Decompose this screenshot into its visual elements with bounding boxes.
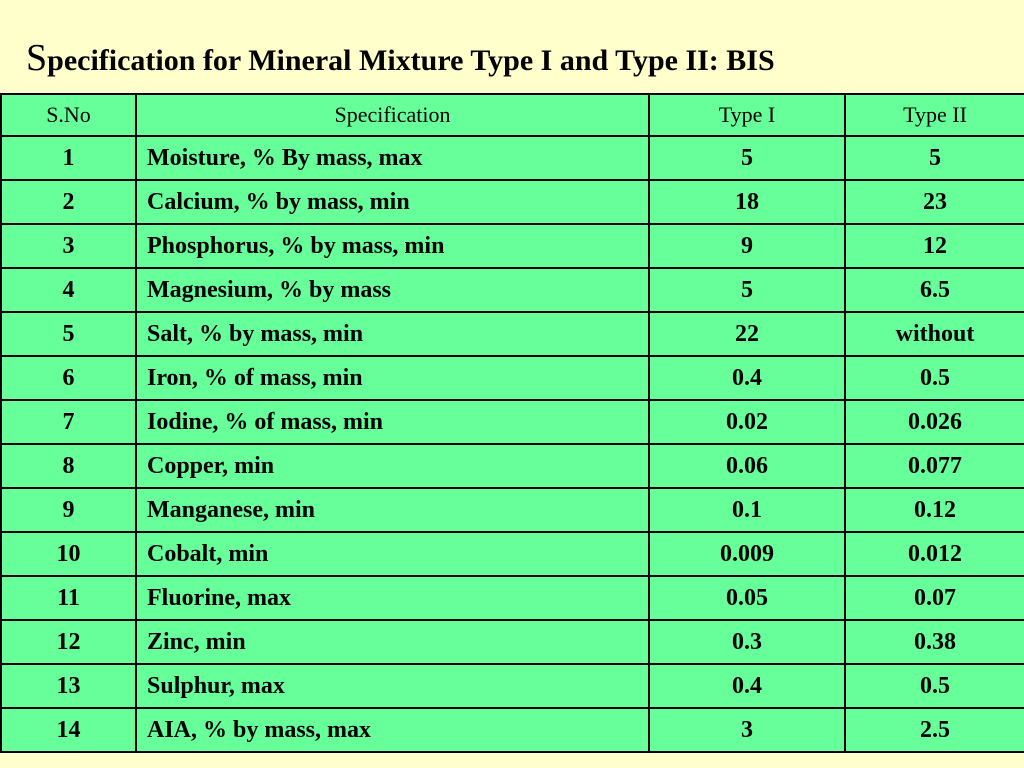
table-body: 1 Moisture, % By mass, max 5 5 2 Calcium, % b… [0, 135, 1024, 753]
cell-sno: 12 [0, 619, 137, 665]
cell-type-2: 0.07 [844, 575, 1024, 621]
table-row: 13 Sulphur, max 0.4 0.5 [0, 663, 1024, 709]
cell-specification: Sulphur, max [135, 663, 650, 709]
cell-sno: 13 [0, 663, 137, 709]
cell-type-2: 0.026 [844, 399, 1024, 445]
cell-specification: Copper, min [135, 443, 650, 489]
header-type-1: Type I [648, 93, 846, 137]
cell-type-2: without [844, 311, 1024, 357]
header-type-2: Type II [844, 93, 1024, 137]
cell-type-2: 0.38 [844, 619, 1024, 665]
table-row: 10 Cobalt, min 0.009 0.012 [0, 531, 1024, 577]
cell-sno: 4 [0, 267, 137, 313]
table-row: 5 Salt, % by mass, min 22 without [0, 311, 1024, 357]
table-row: 1 Moisture, % By mass, max 5 5 [0, 135, 1024, 181]
table-row: 3 Phosphorus, % by mass, min 9 12 [0, 223, 1024, 269]
cell-specification: Fluorine, max [135, 575, 650, 621]
header-specification: Specification [135, 93, 650, 137]
table-row: 4 Magnesium, % by mass 5 6.5 [0, 267, 1024, 313]
cell-type-2: 0.5 [844, 663, 1024, 709]
cell-type-1: 0.06 [648, 443, 846, 489]
cell-type-1: 0.4 [648, 355, 846, 401]
cell-specification: Cobalt, min [135, 531, 650, 577]
table-row: 8 Copper, min 0.06 0.077 [0, 443, 1024, 489]
cell-type-1: 9 [648, 223, 846, 269]
cell-specification: Magnesium, % by mass [135, 267, 650, 313]
cell-sno: 5 [0, 311, 137, 357]
cell-type-2: 6.5 [844, 267, 1024, 313]
cell-sno: 3 [0, 223, 137, 269]
table-row: 2 Calcium, % by mass, min 18 23 [0, 179, 1024, 225]
cell-specification: AIA, % by mass, max [135, 707, 650, 753]
page-title-text: pecification for Mineral Mixture Type I … [47, 44, 775, 77]
cell-type-2: 0.12 [844, 487, 1024, 533]
cell-specification: Phosphorus, % by mass, min [135, 223, 650, 269]
cell-sno: 6 [0, 355, 137, 401]
table-row: 11 Fluorine, max 0.05 0.07 [0, 575, 1024, 621]
cell-sno: 1 [0, 135, 137, 181]
cell-sno: 9 [0, 487, 137, 533]
cell-specification: Zinc, min [135, 619, 650, 665]
cell-type-1: 5 [648, 135, 846, 181]
cell-specification: Salt, % by mass, min [135, 311, 650, 357]
cell-specification: Iron, % of mass, min [135, 355, 650, 401]
cell-type-2: 23 [844, 179, 1024, 225]
cell-type-1: 3 [648, 707, 846, 753]
cell-type-1: 0.02 [648, 399, 846, 445]
page-title-first-letter: S [26, 37, 48, 79]
cell-type-2: 0.5 [844, 355, 1024, 401]
cell-specification: Calcium, % by mass, min [135, 179, 650, 225]
cell-sno: 10 [0, 531, 137, 577]
table-row: 9 Manganese, min 0.1 0.12 [0, 487, 1024, 533]
header-sno: S.No [0, 93, 137, 137]
cell-specification: Manganese, min [135, 487, 650, 533]
cell-type-1: 0.3 [648, 619, 846, 665]
table-row: 7 Iodine, % of mass, min 0.02 0.026 [0, 399, 1024, 445]
cell-type-2: 2.5 [844, 707, 1024, 753]
cell-sno: 14 [0, 707, 137, 753]
cell-sno: 7 [0, 399, 137, 445]
cell-type-2: 0.012 [844, 531, 1024, 577]
cell-type-2: 0.077 [844, 443, 1024, 489]
table-row: 12 Zinc, min 0.3 0.38 [0, 619, 1024, 665]
cell-type-1: 0.009 [648, 531, 846, 577]
cell-type-1: 0.4 [648, 663, 846, 709]
cell-sno: 11 [0, 575, 137, 621]
cell-type-1: 0.1 [648, 487, 846, 533]
cell-type-1: 5 [648, 267, 846, 313]
cell-type-1: 22 [648, 311, 846, 357]
cell-type-1: 18 [648, 179, 846, 225]
specification-table: S.No Specification Type I Type II 1 Moist… [0, 93, 1024, 753]
page-title: Specification for Mineral Mixture Type I… [26, 36, 775, 80]
cell-specification: Iodine, % of mass, min [135, 399, 650, 445]
table-header-row: S.No Specification Type I Type II [0, 93, 1024, 137]
cell-sno: 2 [0, 179, 137, 225]
cell-type-2: 5 [844, 135, 1024, 181]
cell-type-2: 12 [844, 223, 1024, 269]
table-row: 6 Iron, % of mass, min 0.4 0.5 [0, 355, 1024, 401]
specification-table-container: S.No Specification Type I Type II 1 Moist… [0, 93, 1024, 761]
cell-sno: 8 [0, 443, 137, 489]
table-row: 14 AIA, % by mass, max 3 2.5 [0, 707, 1024, 753]
cell-specification: Moisture, % By mass, max [135, 135, 650, 181]
cell-type-1: 0.05 [648, 575, 846, 621]
